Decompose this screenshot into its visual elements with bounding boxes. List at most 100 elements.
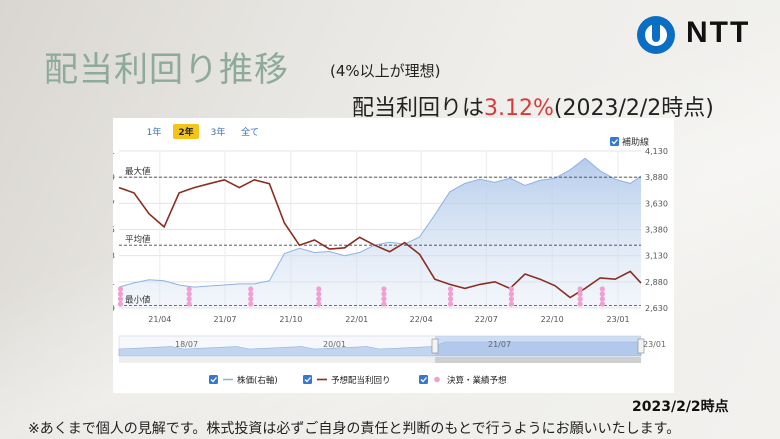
legend-label-2: 予想配当利回り [331, 375, 391, 386]
reference-label-1: 最大値 [125, 166, 151, 177]
event-marker [599, 301, 605, 307]
event-marker [599, 291, 605, 297]
legend-checkbox-1[interactable] [209, 375, 218, 384]
event-marker [447, 291, 454, 297]
right-tick-label: 4,130 [645, 147, 668, 156]
event-marker [248, 286, 254, 292]
yield-statement: 配当利回りは3.12%(2023/2/2時点) [352, 90, 714, 122]
right-tick-label: 3,130 [645, 252, 668, 261]
disclaimer: ※あくまで個人の見解です。株式投資は必ずご自身の責任と判断のもとで行うようにお願… [28, 421, 681, 437]
yield-suffix: (2023/2/2時点) [553, 96, 714, 121]
event-marker [508, 301, 514, 307]
aux-line-checkbox[interactable] [610, 137, 619, 146]
period-tab-1[interactable]: 1年 [147, 126, 162, 138]
legend-checkbox-2[interactable] [303, 375, 312, 384]
x-tick-label: 22/04 [410, 315, 433, 324]
period-tab-2[interactable]: 2年 [178, 126, 193, 138]
x-tick-label: 23/01 [607, 315, 630, 324]
left-tick-label: 3.3 [113, 252, 115, 261]
x-tick-label: 21/04 [148, 315, 171, 324]
legend-label-3: 決算・業績予想 [447, 375, 507, 386]
navigator-series [118, 341, 642, 357]
x-tick-label: 22/01 [345, 315, 368, 324]
event-marker [186, 286, 192, 292]
legend-swatch-3 [434, 376, 440, 383]
event-marker [248, 301, 254, 307]
event-marker [381, 296, 387, 302]
x-tick-label: 21/07 [213, 315, 236, 324]
event-marker [316, 301, 322, 307]
event-marker [599, 286, 605, 292]
navigator-tick-label: 18/07 [175, 340, 198, 349]
event-marker [577, 301, 583, 307]
event-marker [447, 296, 454, 302]
navigator-tick-label: 21/07 [488, 340, 511, 349]
page-subtitle: (4%以上が理想) [330, 62, 441, 80]
event-marker [316, 291, 322, 297]
event-marker [577, 286, 583, 292]
event-marker [117, 291, 124, 297]
event-marker [508, 296, 514, 302]
left-tick-label: 3.7 [113, 199, 115, 208]
period-tab-3[interactable]: 3年 [211, 126, 226, 138]
reference-label-3: 最小値 [125, 294, 151, 305]
x-tick-label: 21/10 [279, 315, 302, 324]
event-marker [186, 296, 192, 302]
legend-label-1: 株価(右軸) [237, 375, 278, 386]
page-title: 配当利回り推移 [44, 50, 289, 90]
event-marker [447, 286, 454, 292]
tab-2-highlight [173, 124, 199, 139]
period-tab-4[interactable]: 全て [241, 126, 259, 138]
yield-value: 3.12% [484, 96, 554, 121]
left-tick-label: 3.1 [113, 278, 115, 287]
event-marker [117, 296, 124, 302]
event-marker [316, 286, 322, 292]
event-marker [117, 301, 124, 307]
right-tick-label: 3,880 [645, 173, 668, 182]
event-marker [186, 291, 192, 297]
right-tick-label: 2,630 [645, 304, 668, 313]
event-marker [117, 286, 124, 292]
navigator-selection[interactable] [435, 336, 641, 356]
event-marker [508, 291, 514, 297]
event-marker [599, 296, 605, 302]
event-marker [577, 291, 583, 297]
yield-line [118, 178, 642, 299]
navigator-handle-right[interactable] [637, 338, 645, 354]
navigator-tick-label: 23/01 [643, 340, 666, 349]
navigator-handle-left[interactable] [431, 338, 439, 354]
price-line [118, 157, 642, 288]
event-marker [248, 291, 254, 297]
scrollbar-thumb[interactable] [435, 357, 641, 363]
event-marker [508, 286, 514, 292]
legend-checkbox-3[interactable] [419, 375, 428, 384]
price-area [119, 158, 641, 308]
event-marker [381, 286, 387, 292]
navigator-tick-label: 20/01 [323, 340, 346, 349]
scrollbar-track[interactable] [119, 357, 641, 363]
event-marker [577, 296, 583, 302]
left-tick-label: 3.5 [113, 226, 115, 235]
event-marker [381, 301, 387, 307]
x-tick-label: 22/07 [475, 315, 498, 324]
right-tick-label: 3,630 [645, 199, 668, 208]
event-marker [316, 296, 322, 302]
reference-label-2: 平均値 [125, 234, 151, 245]
date-note: 2023/2/2時点 [632, 399, 729, 415]
right-tick-label: 3,380 [645, 226, 668, 235]
ntt-logo [637, 16, 675, 54]
check-icon [420, 377, 427, 383]
event-marker [186, 301, 192, 307]
check-icon [304, 377, 311, 383]
left-tick-label: 3.9 [113, 173, 115, 182]
ntt-logo-text: NTT [686, 16, 751, 49]
check-icon [611, 139, 618, 145]
aux-line-label: 補助線 [622, 136, 649, 148]
check-icon [210, 377, 217, 383]
right-tick-label: 2,880 [645, 278, 668, 287]
yield-prefix: 配当利回りは [352, 96, 485, 121]
left-tick-label: 4.1 [113, 147, 115, 156]
x-tick-label: 22/10 [541, 315, 564, 324]
